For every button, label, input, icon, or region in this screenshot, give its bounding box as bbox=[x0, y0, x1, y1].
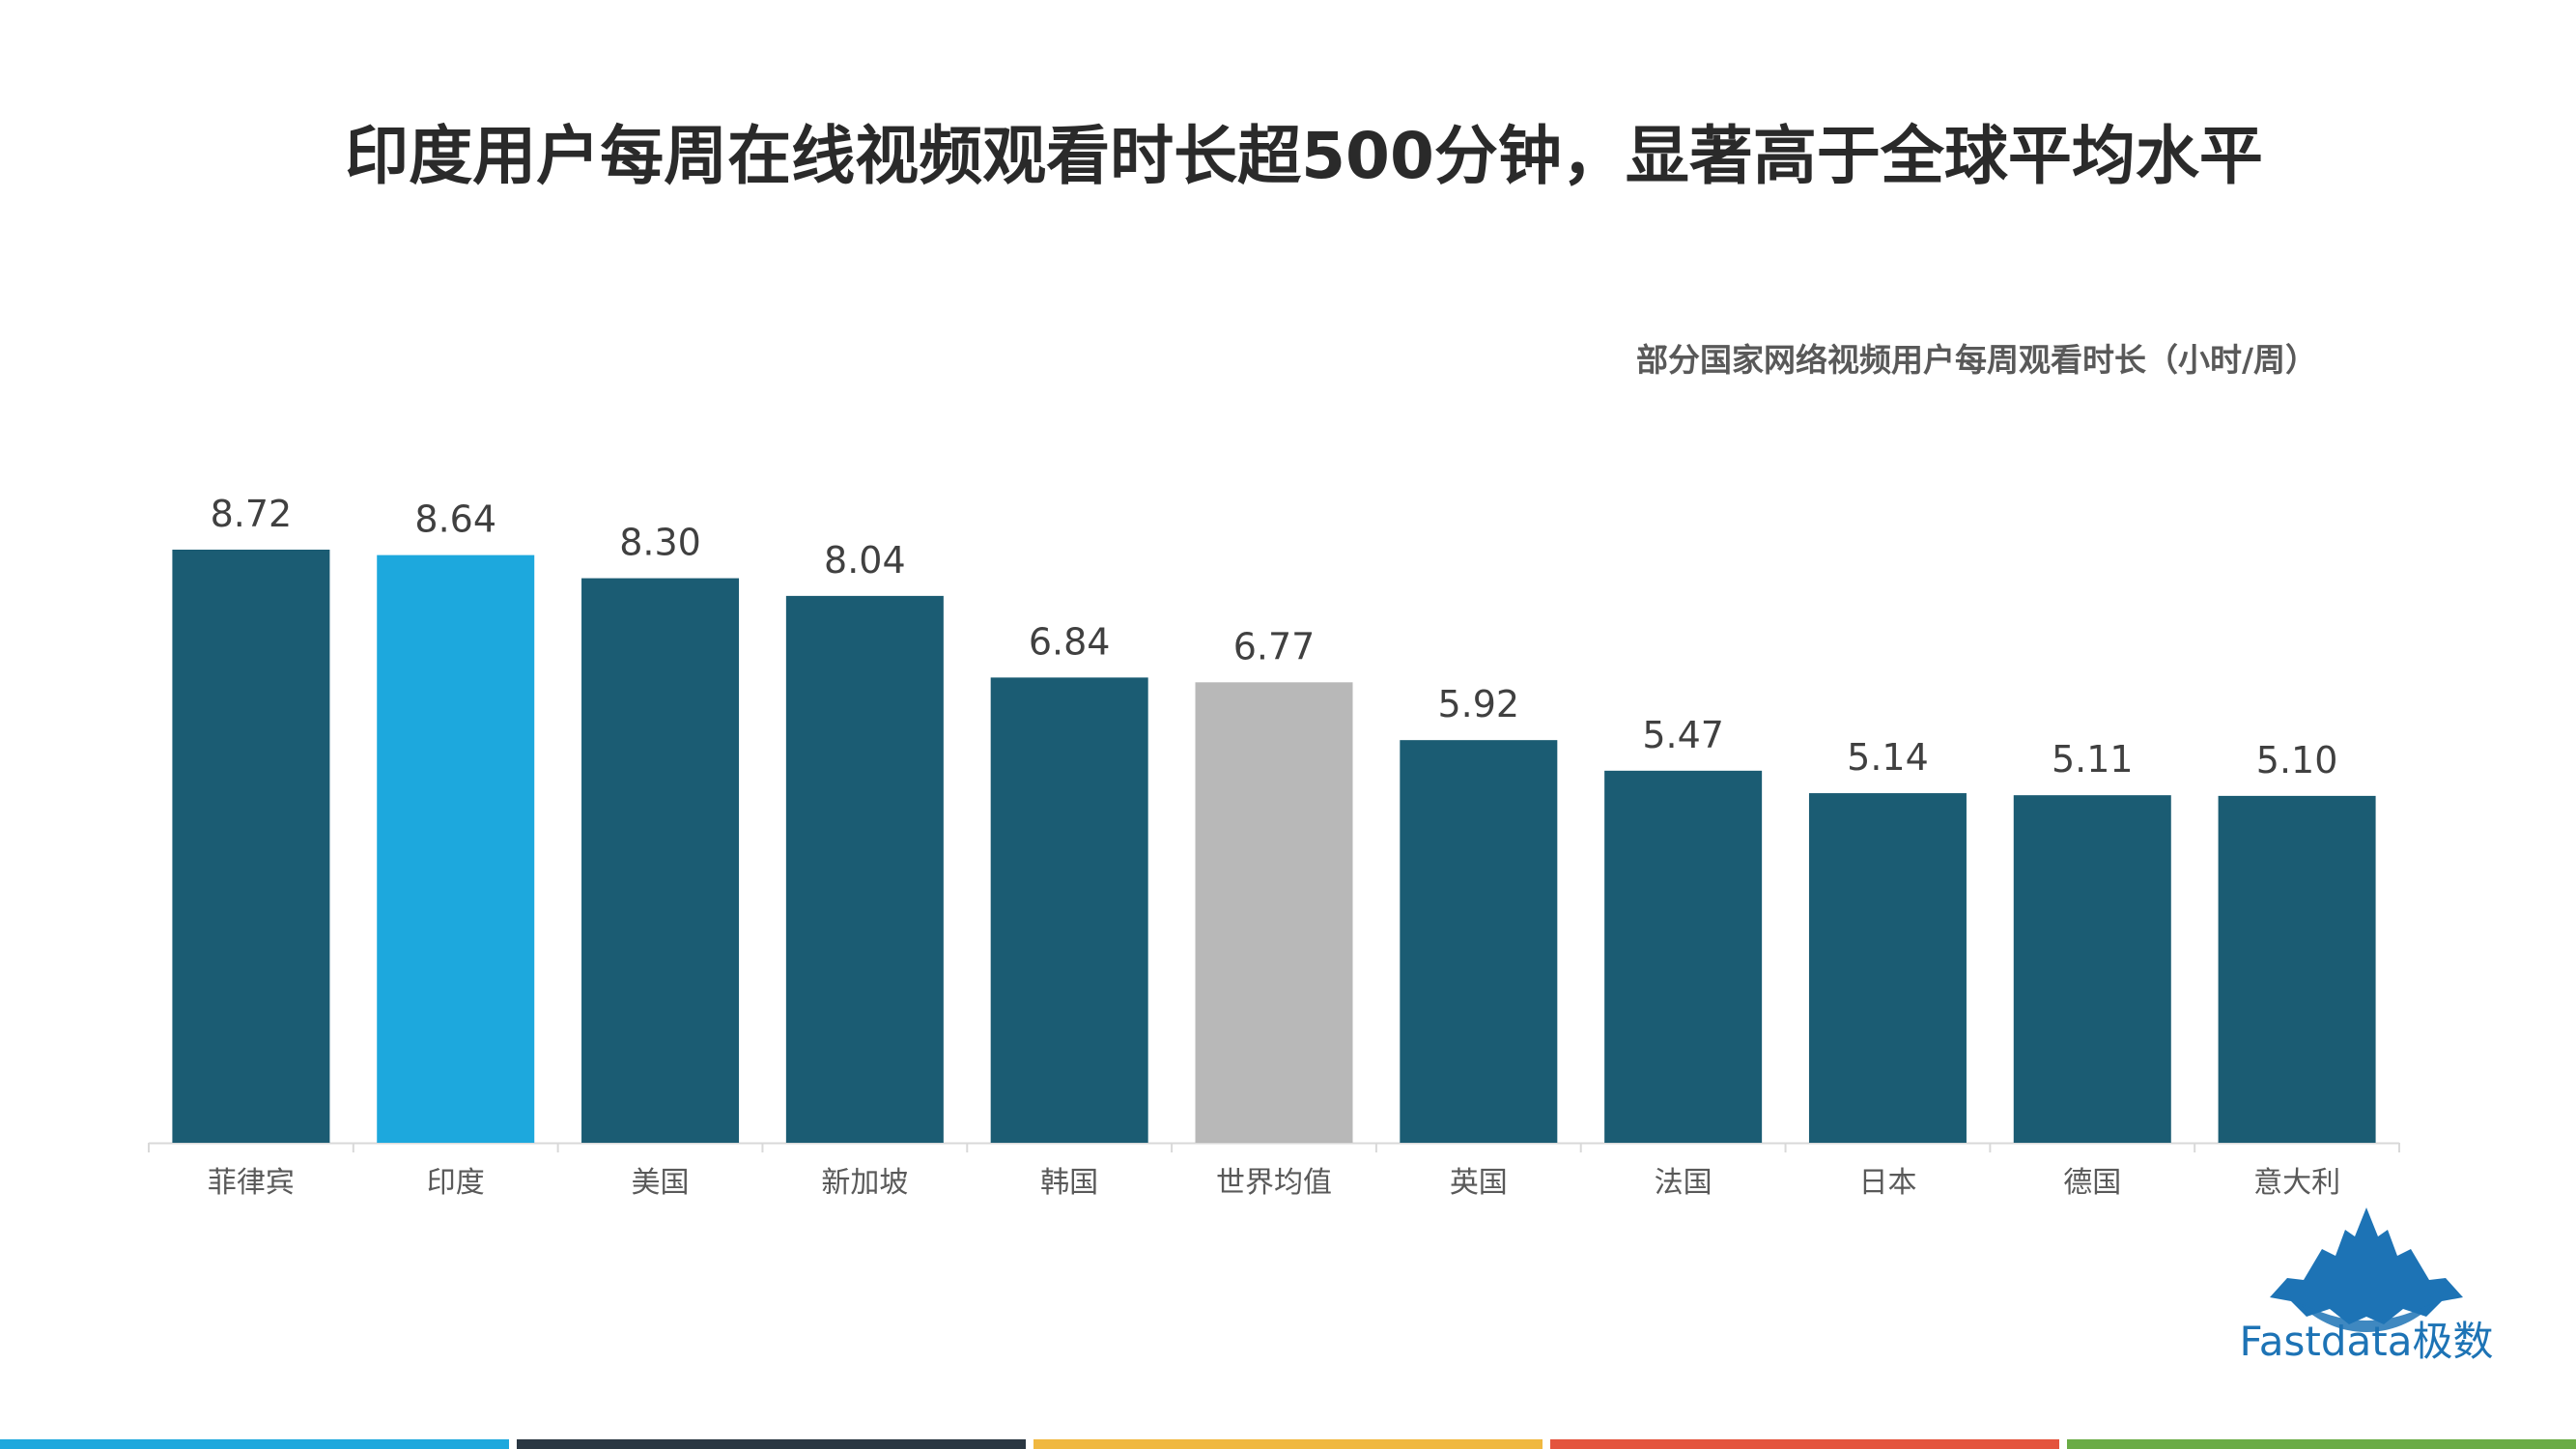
x-tick-label: 菲律宾 bbox=[208, 1166, 295, 1200]
data-label: 8.30 bbox=[619, 522, 701, 564]
bar bbox=[581, 578, 740, 1143]
bar bbox=[1400, 740, 1558, 1143]
brand-name: Fastdata极数 bbox=[2239, 1318, 2494, 1365]
data-label: 5.47 bbox=[1642, 714, 1724, 756]
x-tick-label: 英国 bbox=[1450, 1166, 1508, 1200]
bar-chart: 8.72 菲律宾 8.64 印度 8.30 美国 8.04 新加坡 6.84 韩国 6.77 世界均值… bbox=[148, 493, 2400, 1200]
x-tick-label: 韩国 bbox=[1040, 1166, 1098, 1200]
data-label: 8.72 bbox=[211, 493, 293, 535]
page-title: 印度用户每周在线视频观看时长超500分钟，显著高于全球平均水平 bbox=[345, 119, 2263, 193]
footer-bar bbox=[1033, 1439, 1543, 1449]
footer-color-bars bbox=[0, 1439, 2576, 1449]
data-label: 5.11 bbox=[2052, 738, 2134, 781]
x-tick-label: 日本 bbox=[1858, 1166, 1916, 1200]
chart-title: 部分国家网络视频用户每周观看时长（小时/周） bbox=[1635, 341, 2317, 379]
footer-bar bbox=[2067, 1439, 2576, 1449]
fastdata-logo-icon bbox=[2270, 1208, 2463, 1332]
bar bbox=[990, 677, 1148, 1143]
bar bbox=[1808, 793, 1967, 1143]
x-tick-label: 新加坡 bbox=[821, 1166, 908, 1200]
x-tick-label: 意大利 bbox=[2253, 1166, 2340, 1200]
bar bbox=[377, 554, 535, 1143]
data-label: 5.10 bbox=[2256, 739, 2338, 781]
data-label: 6.77 bbox=[1233, 625, 1316, 668]
data-label: 8.64 bbox=[414, 498, 496, 541]
data-label: 5.92 bbox=[1438, 683, 1520, 725]
bar bbox=[1604, 770, 1763, 1143]
bar bbox=[785, 595, 944, 1143]
bar bbox=[2218, 795, 2376, 1143]
x-tick-label: 法国 bbox=[1655, 1166, 1713, 1200]
data-label: 6.84 bbox=[1029, 620, 1111, 663]
footer-bar bbox=[1550, 1439, 2059, 1449]
x-tick-label: 世界均值 bbox=[1216, 1166, 1332, 1200]
x-tick-label: 印度 bbox=[427, 1166, 485, 1200]
bar bbox=[172, 550, 330, 1143]
data-label: 5.14 bbox=[1847, 736, 1929, 779]
data-label: 8.04 bbox=[824, 539, 906, 582]
bar bbox=[1195, 682, 1353, 1143]
bar bbox=[2013, 795, 2171, 1143]
x-tick-label: 美国 bbox=[632, 1166, 690, 1200]
footer-bar bbox=[517, 1439, 1026, 1449]
x-tick-label: 德国 bbox=[2063, 1166, 2121, 1200]
footer-bar bbox=[0, 1439, 509, 1449]
